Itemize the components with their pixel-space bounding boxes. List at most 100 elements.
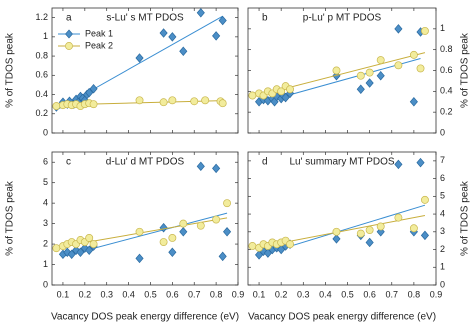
panel-letter: d — [262, 157, 268, 168]
marker — [281, 92, 290, 103]
y-tick-label: 5 — [440, 191, 445, 201]
marker — [332, 234, 341, 244]
marker — [394, 24, 403, 34]
marker — [89, 100, 98, 109]
marker — [365, 68, 374, 77]
marker — [376, 222, 385, 231]
marker — [218, 99, 227, 108]
x-tick-label: 0.5 — [341, 289, 354, 299]
marker — [286, 85, 294, 94]
x-tick-label: 0.7 — [386, 289, 399, 299]
marker — [159, 222, 168, 233]
marker — [168, 247, 177, 257]
marker — [168, 233, 177, 242]
x-axis-label: Vacancy DOS peak energy difference (eV) — [51, 312, 239, 323]
y-tick-label: 0.6 — [35, 70, 48, 80]
marker — [286, 240, 294, 249]
marker — [356, 84, 365, 94]
marker — [168, 96, 177, 105]
x-tick-label: 0.2 — [79, 289, 92, 299]
y-tick-label: 0 — [440, 279, 445, 289]
marker — [277, 87, 286, 96]
legend-symbol — [65, 42, 73, 50]
marker — [72, 245, 81, 255]
x-tick-label: 0.3 — [100, 289, 113, 299]
marker — [52, 244, 61, 253]
marker — [179, 227, 188, 237]
marker — [332, 227, 341, 236]
marker — [420, 195, 429, 204]
marker — [416, 64, 425, 73]
marker — [196, 161, 205, 172]
y-axis-label: % of TDOS peak — [460, 180, 471, 256]
marker — [222, 227, 232, 237]
x-axis-label: Vacancy DOS peak energy difference (eV) — [248, 312, 436, 323]
panel-title: d-Lu' d MT PDOS — [106, 157, 185, 168]
marker — [376, 56, 385, 65]
marker — [85, 87, 94, 98]
y-tick-label: 0.4 — [35, 89, 48, 99]
x-tick-label: 0.9 — [430, 289, 443, 299]
y-tick-label: 0.4 — [440, 86, 453, 96]
marker — [420, 230, 430, 241]
y-tick-label: 4 — [440, 208, 445, 218]
marker — [212, 215, 221, 224]
marker — [356, 229, 365, 238]
marker — [409, 224, 418, 233]
marker — [190, 97, 199, 106]
marker — [52, 102, 61, 111]
marker — [89, 240, 98, 249]
marker — [223, 199, 232, 208]
x-tick-label: 0.7 — [188, 289, 201, 299]
y-tick-label: 1 — [440, 23, 445, 33]
marker — [67, 249, 76, 260]
plot-frame — [51, 7, 239, 134]
x-tick-label: 0.1 — [253, 289, 266, 299]
y-tick-label: 6 — [440, 173, 445, 183]
x-tick-label: 0.5 — [144, 289, 157, 299]
marker — [356, 71, 365, 80]
marker — [394, 61, 403, 70]
marker — [179, 46, 188, 57]
marker — [218, 15, 227, 26]
y-tick-label: 0 — [43, 279, 48, 289]
panel-title: Lu' summary MT PDOS — [289, 157, 394, 168]
y-tick-label: 2 — [43, 238, 48, 248]
x-tick-label: 0.1 — [57, 289, 70, 299]
panel-letter: a — [66, 13, 72, 24]
legend-label: Peak 1 — [85, 28, 113, 38]
y-tick-label: 6 — [43, 157, 48, 167]
marker — [159, 238, 168, 246]
marker — [135, 53, 144, 63]
plot-frame — [247, 151, 437, 286]
marker — [332, 66, 341, 75]
marker — [196, 221, 205, 230]
plot-frame — [247, 7, 437, 134]
x-tick-label: 0.6 — [166, 289, 179, 299]
marker — [365, 226, 374, 234]
panel-letter: b — [262, 13, 268, 24]
panel-letter: c — [66, 157, 71, 168]
marker — [135, 96, 144, 105]
y-tick-label: 4 — [43, 198, 48, 208]
y-tick-label: 3 — [440, 226, 445, 236]
y-tick-label: 1.2 — [35, 12, 48, 22]
y-tick-label: 1 — [43, 259, 48, 269]
marker — [248, 242, 257, 250]
marker — [76, 247, 85, 257]
marker — [168, 32, 177, 42]
marker — [135, 227, 144, 236]
y-tick-label: 0.8 — [440, 44, 453, 54]
x-tick-label: 0.6 — [363, 289, 376, 299]
marker — [416, 157, 425, 168]
marker — [201, 96, 210, 105]
marker — [85, 233, 94, 242]
marker — [196, 8, 205, 18]
y-axis-label: % of TDOS peak — [5, 32, 16, 108]
y-axis-label: % of TDOS peak — [460, 32, 471, 108]
y-tick-label: 1 — [43, 31, 48, 41]
x-tick-label: 0.8 — [408, 289, 421, 299]
legend-label: Peak 2 — [85, 40, 113, 50]
marker — [212, 163, 221, 174]
